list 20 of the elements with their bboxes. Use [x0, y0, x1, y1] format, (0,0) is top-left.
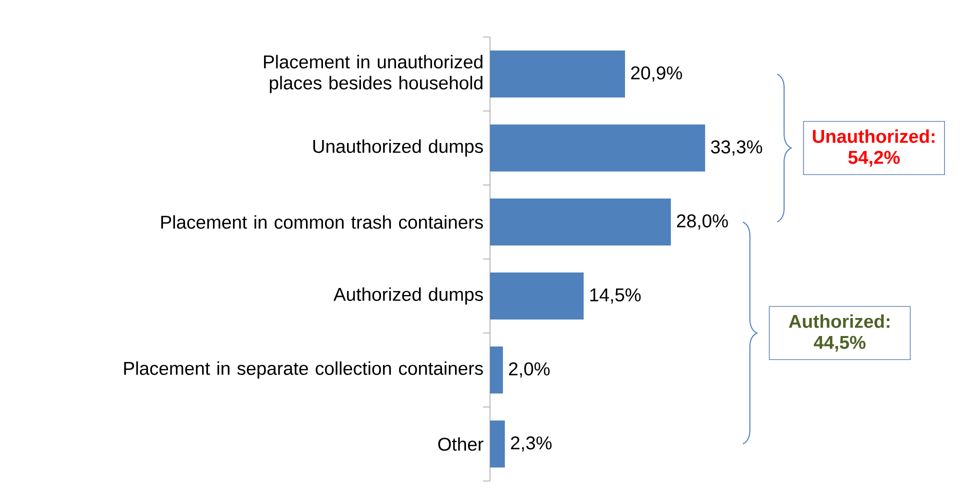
- data-label: 14,5%: [590, 288, 641, 304]
- y-tick-label: Placement in unauthorized places besides household: [264, 54, 482, 94]
- data-label: 2,3%: [510, 436, 552, 452]
- bar: [490, 198, 671, 246]
- data-label: 2,0%: [509, 362, 550, 378]
- y-tick-label: Authorized dumps: [334, 287, 483, 305]
- data-label: 33,3%: [711, 140, 762, 156]
- bar: [490, 50, 626, 98]
- data-label: 28,0%: [677, 214, 728, 230]
- text: Authorized: 44,5%: [788, 314, 890, 352]
- y-tick-label: Placement in separate collection containers: [124, 361, 483, 379]
- bar: [490, 124, 706, 172]
- bar: [490, 272, 584, 320]
- y-tick-label: Other: [438, 437, 484, 451]
- data-label: 20,9%: [631, 66, 682, 82]
- y-tick-label: Placement in common trash containers: [161, 215, 483, 229]
- text: Unauthorized: 54,2%: [812, 129, 934, 167]
- bar: [490, 346, 503, 394]
- bar: [490, 420, 505, 468]
- y-tick-label: Unauthorized dumps: [313, 139, 483, 157]
